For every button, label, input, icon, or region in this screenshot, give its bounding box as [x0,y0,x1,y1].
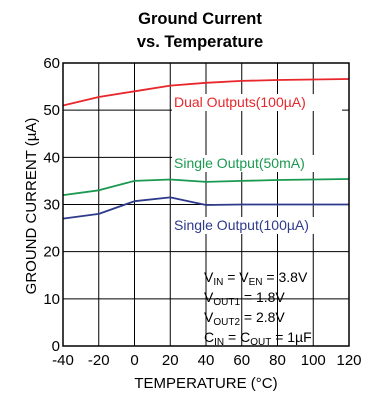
y-tick-label-2: 20 [43,244,60,261]
conditions-annotation: VIN = VEN = 3.8V VOUT1 = 1.8V VOUT2 = 2.… [204,269,312,348]
annotation-line-1: VIN = VEN = 3.8V [204,269,308,288]
x-tick-label-2: 0 [130,352,138,369]
chart-title-line2: vs. Temperature [137,33,263,51]
x-tick-labels: -40 -20 0 20 40 60 80 100 120 [52,352,361,369]
chart-title-line1: Ground Current [138,10,262,28]
series-label-1: Single Output(50mA) [174,155,305,171]
y-tick-label-4: 40 [43,149,60,166]
annotation-line-3: VOUT2 = 2.8V [204,309,285,328]
x-tick-label-1: -20 [88,352,110,369]
x-tick-label-4: 40 [198,352,215,369]
y-tick-label-1: 10 [43,291,60,308]
annotation-line-2: VOUT1 = 1.8V [204,289,285,308]
y-tick-labels: 0 10 20 30 40 50 60 [43,55,60,355]
x-axis-label: TEMPERATURE (°C) [134,375,277,392]
y-tick-label-6: 60 [43,55,60,72]
series-label-0: Dual Outputs(100µA) [174,94,306,110]
series-label-2: Single Output(100µA) [174,217,309,233]
x-tick-label-6: 80 [269,352,286,369]
series-labels: Dual Outputs(100µA) Single Output(50mA) Si… [172,94,350,234]
y-tick-label-5: 50 [43,102,60,119]
y-tick-label-3: 30 [43,197,60,214]
x-tick-label-3: 20 [162,352,179,369]
annotation-line-4: CIN = COUT = 1µF [204,329,312,348]
x-tick-label-7: 100 [301,352,326,369]
y-axis-label: GROUND CURRENT (µA) [23,118,40,295]
x-tick-label-5: 60 [233,352,250,369]
y-tick-label-0: 0 [52,338,60,355]
x-tick-label-8: 120 [336,352,361,369]
